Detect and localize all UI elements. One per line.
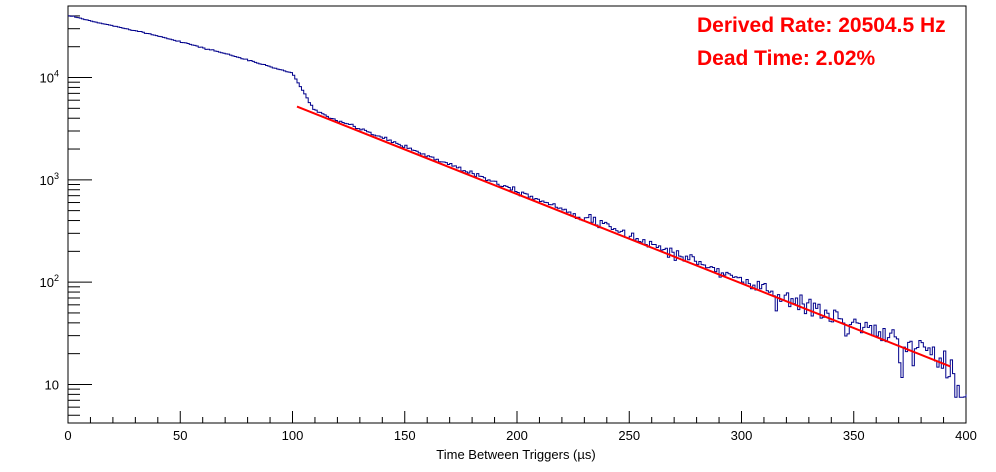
x-axis-tick-labels: 0 50 100 150 200 250 300 350 400 (64, 428, 976, 443)
y-tick-label: 10 (40, 71, 54, 86)
exponential-fit-line (296, 105, 951, 368)
x-tick-label: 0 (64, 428, 71, 443)
histogram-series-line (68, 15, 967, 398)
y-tick-exponent: 4 (54, 69, 59, 79)
y-tick-exponent: 3 (54, 171, 59, 181)
x-tick-label: 100 (282, 428, 304, 443)
y-tick-label: 10 (40, 275, 54, 290)
x-tick-label: 50 (173, 428, 187, 443)
x-tick-label: 250 (618, 428, 640, 443)
y-tick-label: 10 (40, 173, 54, 188)
dead-time-annotation: Dead Time: 2.02% (697, 47, 876, 70)
derived-rate-annotation: Derived Rate: 20504.5 Hz (697, 14, 946, 37)
x-tick-label: 200 (506, 428, 528, 443)
x-axis-label: Time Between Triggers (µs) (436, 447, 595, 462)
x-tick-label: 350 (843, 428, 865, 443)
y-tick-exponent: 2 (54, 273, 59, 283)
x-tick-label: 400 (955, 428, 977, 443)
x-tick-label: 150 (394, 428, 416, 443)
y-tick-label: 10 (45, 377, 59, 392)
x-tick-label: 300 (731, 428, 753, 443)
y-axis-ticks (68, 5, 92, 416)
x-axis-ticks (67, 411, 967, 423)
